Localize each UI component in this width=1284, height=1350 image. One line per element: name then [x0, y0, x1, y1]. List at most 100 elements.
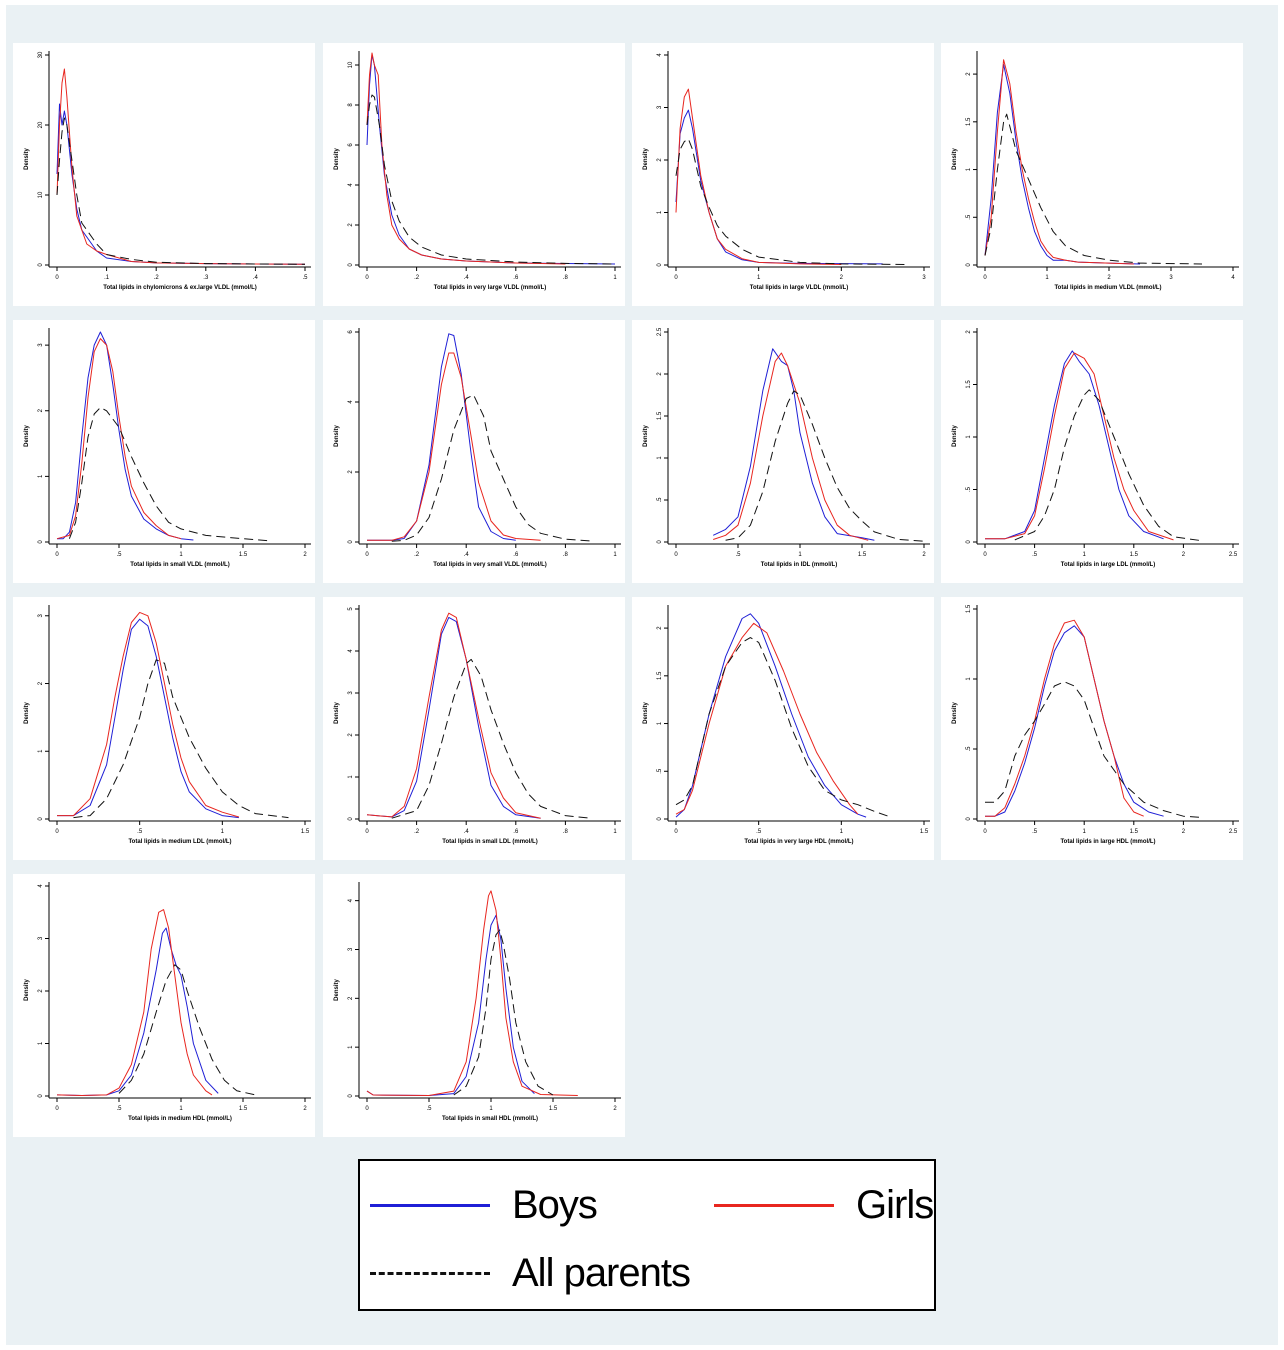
chart-panel-3: 0 1 2 3 0 1 2 3 4 Total lipids in large VLDL (mmo… — [632, 43, 934, 306]
y-tick-label: 0 — [657, 540, 663, 544]
x-tick-label: 1.5 — [239, 552, 248, 558]
x-tick-label: 1 — [1083, 829, 1087, 835]
x-tick-label: 1.5 — [1130, 552, 1139, 558]
y-tick-label: 6 — [348, 330, 354, 334]
x-tick-label: 2 — [303, 1106, 307, 1112]
x-tick-label: 0 — [365, 829, 369, 835]
chart-panel-background — [632, 43, 934, 306]
y-tick-label: 1 — [657, 456, 663, 460]
y-axis-label: Density — [334, 148, 340, 170]
x-tick-label: 1 — [489, 1106, 493, 1112]
y-tick-label: 1 — [38, 749, 44, 753]
x-axis-label: Total lipids in very large HDL (mmol/L) — [744, 839, 853, 845]
series-line-all-parents — [675, 637, 892, 818]
x-axis-label: Total lipids in chylomicrons & ex.large … — [103, 285, 256, 291]
y-tick-label: 8 — [348, 103, 354, 107]
y-tick-label: 1 — [966, 167, 972, 171]
y-tick-label: 1 — [348, 775, 354, 779]
x-tick-label: .5 — [137, 829, 143, 835]
legend-swatch-boys — [370, 1203, 490, 1207]
y-tick-label: 2 — [657, 626, 663, 630]
series-line-all-parents — [56, 117, 306, 265]
x-tick-label: .6 — [513, 275, 519, 281]
x-tick-label: .5 — [116, 552, 122, 558]
x-tick-label: 1 — [613, 275, 617, 281]
y-tick-label: 0 — [38, 540, 44, 544]
y-tick-label: 0 — [38, 1094, 44, 1098]
y-axis-label: Density — [952, 425, 958, 447]
y-tick-label: 0 — [348, 540, 354, 544]
x-tick-label: 1.5 — [920, 829, 929, 835]
y-tick-label: 0 — [657, 263, 663, 267]
y-tick-label: 2 — [966, 330, 972, 334]
chart-panel-10: 0 .2 .4 .6 .8 1 0 1 2 3 4 5 Total lipids in small LD… — [323, 597, 625, 860]
x-tick-label: .6 — [513, 552, 519, 558]
y-tick-label: 2 — [348, 223, 354, 227]
legend-label-girls: Girls — [856, 1182, 934, 1227]
x-axis-label: Total lipids in small LDL (mmol/L) — [442, 839, 537, 845]
y-axis-label: Density — [24, 425, 30, 447]
series-line-all-parents — [366, 94, 616, 265]
y-tick-label: 1 — [38, 474, 44, 478]
chart-panel-background — [13, 597, 315, 860]
y-tick-label: 2 — [657, 372, 663, 376]
y-tick-label: 3 — [657, 105, 663, 109]
legend-item-all-parents: All parents — [370, 1243, 691, 1303]
y-tick-label: 2.5 — [657, 327, 663, 336]
series-line-all-parents — [675, 138, 908, 265]
y-tick-label: .5 — [657, 497, 663, 503]
y-axis-label: Density — [334, 702, 340, 724]
series-line-all-parents — [391, 394, 591, 542]
y-tick-label: 4 — [348, 400, 354, 404]
series-line-girls — [367, 352, 541, 541]
chart-panel-5: 0 .5 1 1.5 2 0 1 2 3 Total lipids in small VLDL (… — [13, 320, 315, 583]
y-tick-label: 1.5 — [966, 380, 972, 389]
series-line-boys — [57, 618, 239, 819]
x-tick-label: .5 — [1032, 552, 1038, 558]
x-tick-label: 1 — [221, 829, 225, 835]
x-tick-label: 0 — [55, 275, 59, 281]
x-tick-label: 0 — [983, 552, 987, 558]
series-line-girls — [713, 352, 869, 541]
x-tick-label: .5 — [426, 1106, 432, 1112]
y-axis-label: Density — [334, 979, 340, 1001]
x-tick-label: 0 — [55, 1106, 59, 1112]
series-line-girls — [984, 59, 1134, 265]
series-line-boys — [985, 350, 1164, 540]
series-line-all-parents — [118, 964, 256, 1096]
x-tick-label: .5 — [735, 552, 741, 558]
x-tick-label: .8 — [563, 275, 569, 281]
chart-panel-11: 0 .5 1 1.5 0 .5 1 1.5 2 Total lipids in very larg… — [632, 597, 934, 860]
y-tick-label: 1 — [348, 1045, 354, 1049]
series-line-all-parents — [984, 113, 1203, 265]
x-tick-label: 2 — [840, 275, 844, 281]
x-tick-label: 1.5 — [301, 829, 310, 835]
y-tick-label: 10 — [38, 191, 44, 198]
x-tick-label: 2 — [922, 552, 926, 558]
y-tick-label: 2 — [38, 989, 44, 993]
chart-panel-background — [632, 597, 934, 860]
chart-panel-6: 0 .2 .4 .6 .8 1 0 2 4 6 Total lipids in very small… — [323, 320, 625, 583]
y-tick-label: 2 — [38, 408, 44, 412]
y-tick-label: 3 — [38, 936, 44, 940]
y-tick-label: .5 — [966, 486, 972, 492]
chart-panel-background — [13, 874, 315, 1137]
series-line-all-parents — [1014, 389, 1204, 542]
x-tick-label: .5 — [756, 829, 762, 835]
y-tick-label: 0 — [348, 1094, 354, 1098]
y-axis-label: Density — [24, 702, 30, 724]
x-tick-label: 4 — [1231, 275, 1235, 281]
series-line-boys — [367, 333, 516, 541]
x-tick-label: .6 — [513, 829, 519, 835]
y-tick-label: 3 — [348, 947, 354, 951]
series-line-girls — [56, 68, 306, 265]
x-tick-label: 1 — [179, 1106, 183, 1112]
x-tick-label: 1 — [840, 829, 844, 835]
y-tick-label: .5 — [966, 746, 972, 752]
y-tick-label: 0 — [38, 817, 44, 821]
x-axis-label: Total lipids in small VLDL (mmol/L) — [130, 562, 229, 568]
series-line-girls — [56, 909, 213, 1096]
y-tick-label: .5 — [657, 768, 663, 774]
series-line-girls — [366, 52, 566, 265]
